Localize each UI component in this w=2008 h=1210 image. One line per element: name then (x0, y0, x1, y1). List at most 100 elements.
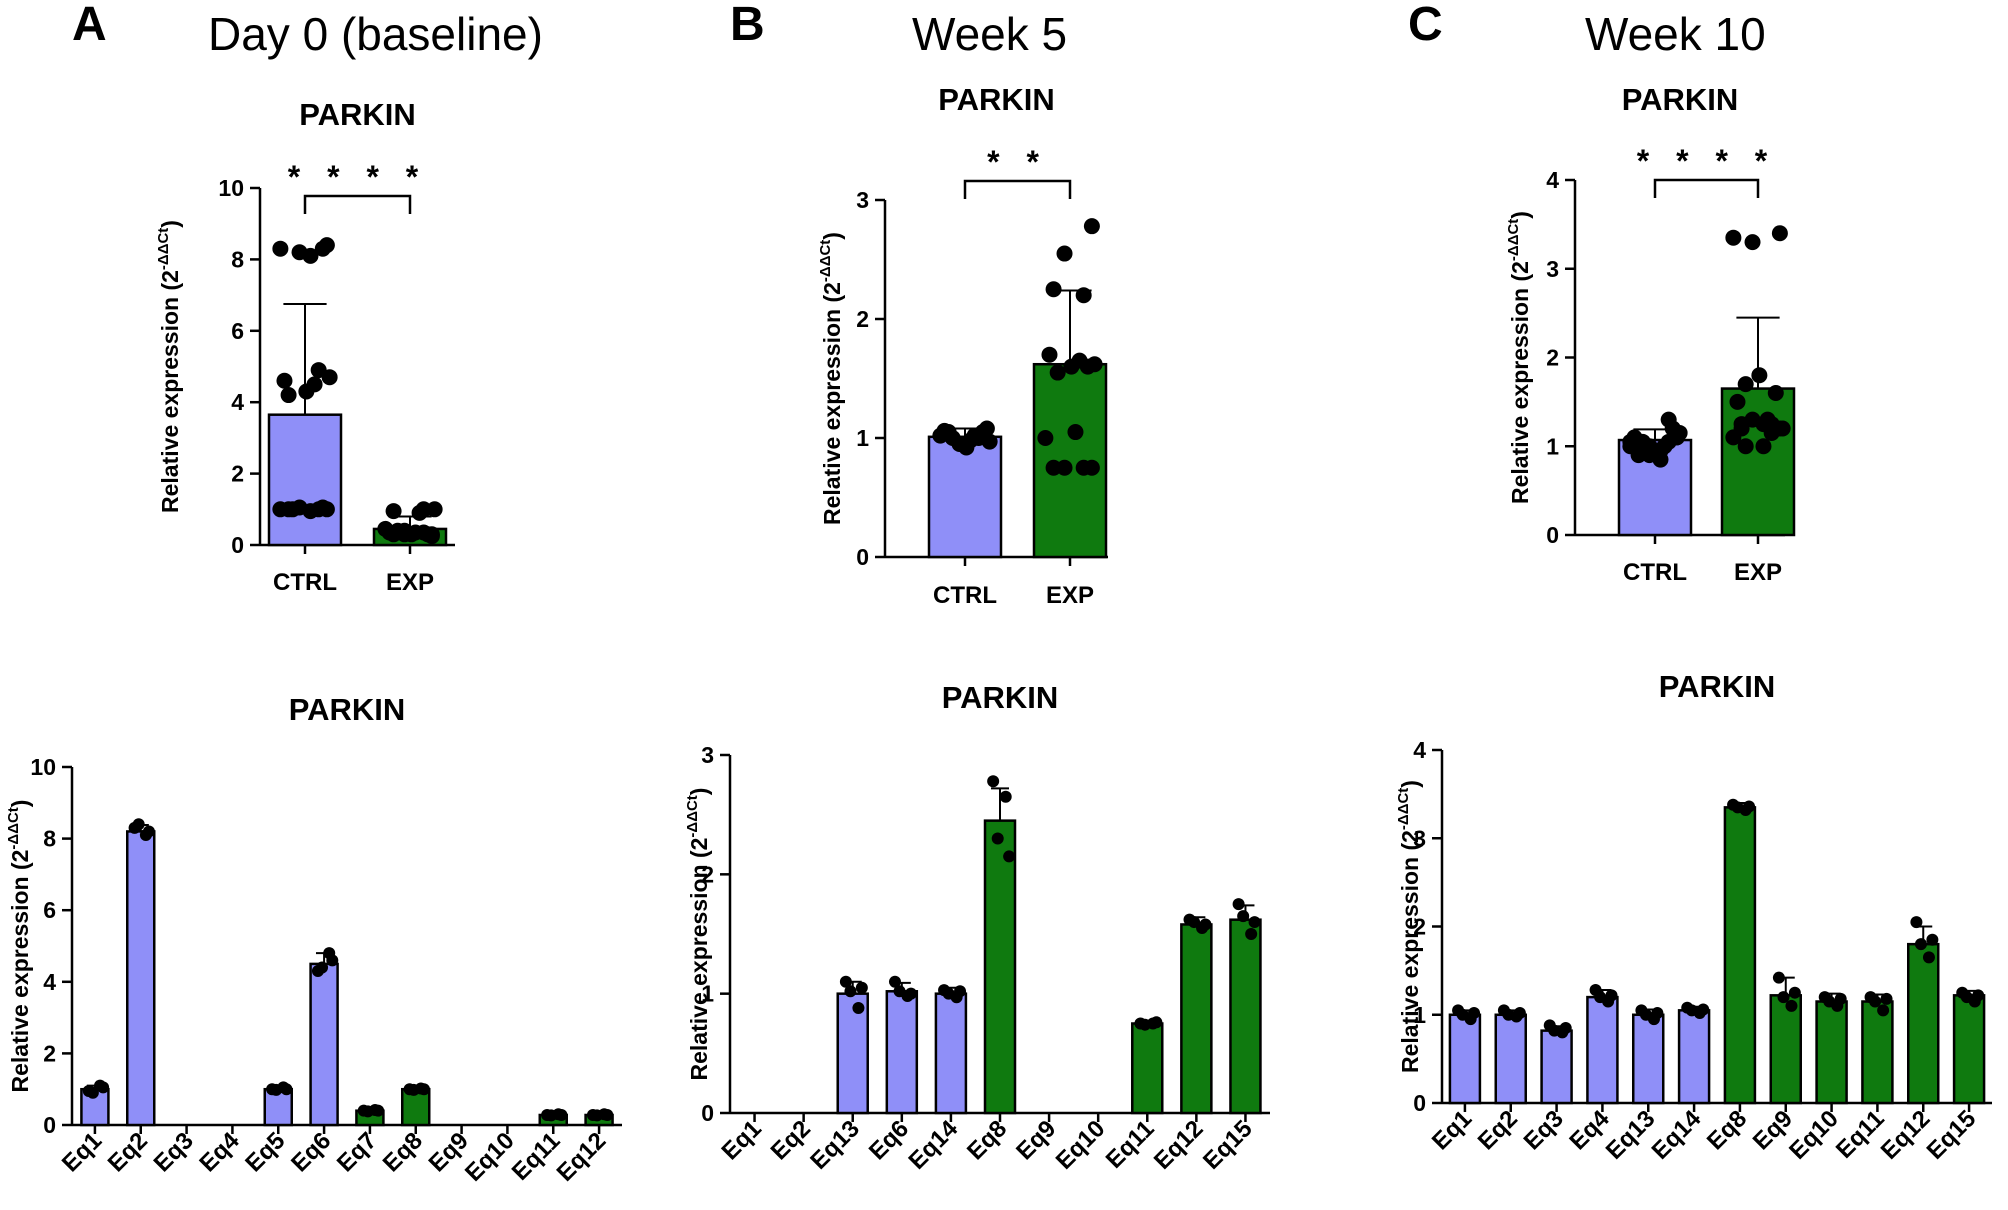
category-label: Eq1 (57, 1127, 107, 1177)
chart-title: PARKIN (1659, 669, 1776, 704)
bar (1861, 1000, 1894, 1105)
data-point (1751, 367, 1768, 384)
category-label: EXP (386, 569, 434, 596)
significance-label: * * * * (1637, 143, 1776, 179)
y-axis-label: Relative expression (2-ΔΔCt) (1395, 780, 1423, 1073)
category-label: Eq12 (1149, 1115, 1209, 1175)
category-label: Eq12 (552, 1127, 612, 1187)
data-point (306, 376, 323, 393)
y-tick-label: 10 (30, 754, 56, 780)
data-point (1075, 287, 1092, 304)
data-point (1622, 433, 1639, 450)
category-label: Eq11 (1101, 1115, 1160, 1174)
chart-a-bottom: PARKIN Relative expression (2-ΔΔCt) 0 2 4 6 8 1… (5, 692, 622, 1187)
y-axis-label: Relative expression (2-ΔΔCt) (684, 788, 712, 1081)
y-tick-label: 6 (43, 897, 56, 923)
data-point (426, 501, 443, 518)
data-point (1910, 916, 1923, 929)
data-point (280, 1083, 293, 1096)
data-point (1605, 989, 1618, 1002)
bar (267, 413, 343, 547)
bar (1632, 1013, 1665, 1105)
significance-bracket (303, 194, 412, 214)
data-point (1922, 951, 1935, 964)
data-point (1232, 898, 1245, 911)
category-label: Eq13 (1601, 1105, 1661, 1165)
data-point (1914, 938, 1927, 951)
y-tick-label: 0 (231, 532, 244, 558)
data-point (326, 954, 339, 967)
data-point (1725, 229, 1742, 246)
data-point (1456, 1008, 1469, 1021)
data-point (1755, 438, 1772, 455)
data-point (1056, 245, 1073, 262)
data-point (316, 961, 329, 974)
data-point (1869, 995, 1882, 1008)
category-label: Eq5 (240, 1127, 290, 1177)
panel-title-b: Week 5 (912, 8, 1067, 60)
data-point (86, 1086, 99, 1099)
data-point (1559, 1021, 1572, 1034)
y-tick-label: 2 (856, 306, 869, 332)
significance-bracket (963, 179, 1072, 199)
data-point (142, 825, 155, 838)
data-point (942, 987, 955, 1000)
data-point (1772, 971, 1785, 984)
data-point (936, 422, 953, 439)
y-tick-label: 0 (1546, 522, 1559, 548)
data-point (407, 1083, 420, 1096)
category-label: Eq11 (1831, 1105, 1890, 1164)
data-point (302, 247, 319, 264)
data-point (1767, 385, 1784, 401)
category-label: CTRL (933, 582, 997, 609)
y-axis-label: Relative expression (2-ΔΔCt) (155, 220, 183, 513)
data-point (361, 1105, 374, 1118)
y-tick-label: 1 (1413, 1002, 1426, 1028)
y-tick-label: 6 (231, 318, 244, 344)
category-label: Eq15 (1198, 1115, 1258, 1175)
data-point (314, 499, 331, 516)
data-point (417, 1083, 430, 1096)
data-point (888, 975, 901, 988)
data-point (1697, 1003, 1710, 1016)
data-point (272, 501, 289, 518)
data-point (1071, 352, 1088, 369)
category-label: Eq6 (286, 1127, 336, 1177)
chart-b-top: PARKIN Relative expression (2-ΔΔCt) 0 1 2 3 CT… (817, 82, 1108, 609)
category-label: Eq11 (507, 1127, 566, 1186)
data-point (381, 524, 398, 541)
panel-letter-b: B (730, 0, 765, 51)
y-tick-label: 4 (43, 969, 56, 995)
data-point (999, 790, 1012, 803)
data-point (1594, 991, 1607, 1004)
y-tick-label: 0 (856, 544, 869, 570)
bar (1815, 1000, 1848, 1105)
data-point (601, 1108, 614, 1121)
data-point (1725, 429, 1742, 446)
data-point (1664, 420, 1681, 437)
data-point (415, 501, 432, 518)
data-point (1651, 1006, 1664, 1019)
data-point (1834, 992, 1847, 1005)
data-point (310, 362, 327, 379)
y-tick-label: 2 (1546, 345, 1559, 371)
data-point (1744, 234, 1761, 251)
data-point (555, 1108, 568, 1121)
chart-title: PARKIN (942, 680, 1059, 715)
data-point (1788, 986, 1801, 999)
data-point (1733, 416, 1750, 433)
data-point (1771, 225, 1788, 242)
y-tick-label: 3 (1413, 825, 1426, 851)
panel-title-a: Day 0 (baseline) (208, 8, 543, 60)
bar (1720, 387, 1796, 537)
y-tick-label: 4 (1413, 737, 1426, 763)
chart-c-bottom: PARKIN Relative expression (2-ΔΔCt) 0 1 2 3 4 E… (1395, 669, 1992, 1165)
data-point (1737, 376, 1754, 393)
y-tick-label: 1 (701, 981, 714, 1007)
data-point (1248, 916, 1261, 929)
data-point (1188, 916, 1201, 929)
data-point (1972, 989, 1985, 1002)
data-point (1731, 801, 1744, 814)
y-tick-label: 2 (43, 1040, 56, 1066)
